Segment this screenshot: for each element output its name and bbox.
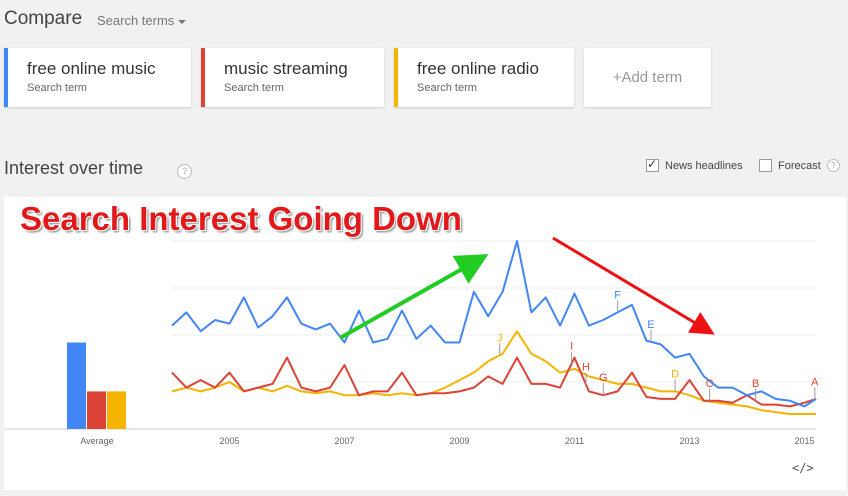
news-headlines-label: News headlines	[665, 159, 743, 172]
news-marker-label: G	[599, 372, 608, 384]
chart-panel: Average 2005 2007 2009 2011 2013 2015 F E J I H G D C B…	[4, 197, 846, 490]
term-type: Search term	[224, 82, 284, 94]
forecast-label: Forecast	[778, 159, 821, 172]
news-marker-label: H	[582, 362, 590, 374]
search-terms-label: Search terms	[97, 13, 175, 28]
add-term-button[interactable]: +Add term	[584, 48, 711, 107]
x-tick-label: 2005	[219, 436, 239, 446]
x-tick-label: 2013	[679, 436, 699, 446]
x-tick-label: 2011	[565, 436, 584, 446]
embed-icon[interactable]: </>	[792, 461, 814, 475]
average-bar	[67, 342, 86, 429]
news-marker-label: B	[752, 378, 759, 390]
forecast-checkbox[interactable]	[759, 159, 772, 172]
chevron-down-icon	[178, 19, 187, 24]
down-arrow-icon	[552, 236, 715, 335]
news-marker-label: J	[497, 332, 503, 344]
term-card-free-online-music[interactable]: free online music Search term	[4, 48, 191, 107]
term-name: free online music	[27, 59, 156, 78]
term-type: Search term	[417, 82, 477, 94]
news-marker-label: F	[614, 289, 621, 301]
average-bar	[107, 391, 126, 429]
interest-chart: Average 2005 2007 2009 2011 2013 2015 F E J IHG D C B…	[4, 240, 819, 446]
x-tick-label: 2007	[334, 436, 354, 446]
term-name: free online radio	[417, 59, 539, 78]
search-terms-dropdown[interactable]: Search terms	[97, 13, 187, 28]
x-tick-label: 2009	[449, 436, 469, 446]
page-title: Compare	[4, 8, 83, 29]
annotation-title: Search Interest Going Down	[20, 200, 462, 237]
news-marker-label: I	[570, 341, 573, 353]
series-line	[171, 356, 817, 408]
up-arrow-icon	[339, 254, 489, 340]
help-icon[interactable]: ?	[177, 164, 192, 179]
term-card-music-streaming[interactable]: music streaming Search term	[201, 48, 384, 107]
average-bar	[87, 391, 106, 429]
news-headlines-checkbox[interactable]	[646, 157, 659, 172]
news-headlines-option[interactable]: News headlines	[646, 157, 743, 172]
section-title: Interest over time	[4, 158, 144, 178]
average-label: Average	[80, 436, 113, 446]
news-marker-label: E	[647, 319, 654, 331]
news-marker-label: C	[706, 378, 714, 390]
term-card-free-online-radio[interactable]: free online radio Search term	[394, 48, 574, 107]
term-name: music streaming	[224, 59, 348, 78]
series-line	[171, 240, 817, 408]
news-marker-label: D	[671, 368, 679, 380]
forecast-help-icon[interactable]: ?	[826, 159, 840, 172]
term-type: Search term	[27, 82, 87, 94]
forecast-option[interactable]: Forecast ?	[759, 159, 840, 172]
news-marker-label: A	[811, 376, 819, 388]
x-tick-label: 2015	[794, 436, 814, 446]
